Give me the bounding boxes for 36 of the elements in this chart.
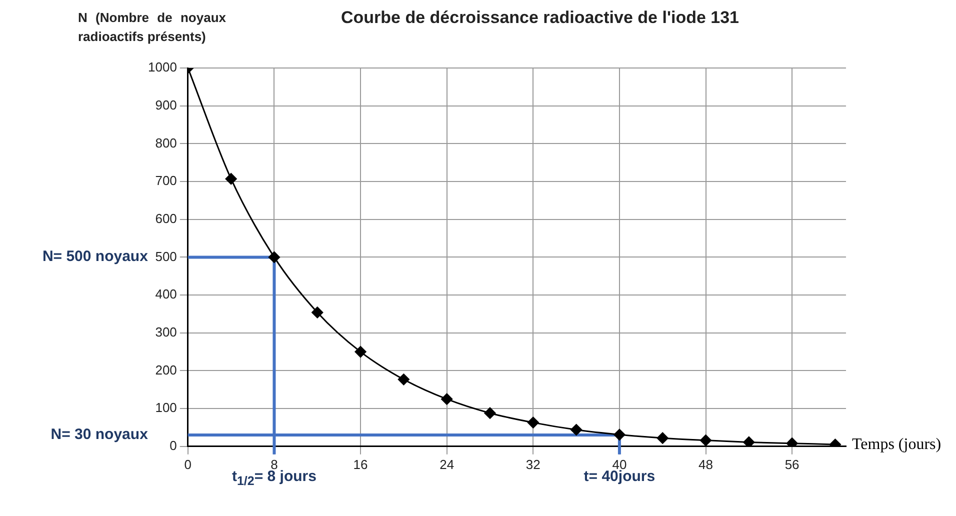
y-tick-label: 700 [155,173,177,188]
y-tick-label: 1000 [148,60,177,75]
point [570,424,582,436]
y-tick-label: 900 [155,97,177,112]
point [398,374,410,386]
ref-line-label: N= 30 noyaux [50,426,148,444]
point [786,438,798,446]
point [484,407,496,419]
x-tick-label: 56 [784,456,800,472]
point [312,306,324,318]
point [700,434,712,446]
y-tick-label: 800 [155,135,177,150]
x-tick-label: 16 [353,456,368,472]
x-tick-label: 48 [698,456,713,472]
x-tick-label: 24 [440,456,454,472]
point [614,428,626,440]
y-tick-label: 200 [155,362,177,378]
point [441,393,453,405]
point [527,416,539,428]
point [354,346,366,358]
ref-line-label: N= 500 noyaux [42,248,148,266]
point [656,432,668,444]
y-axis-title: N (Nombre de noyaux radioactifs présents) [78,9,226,46]
x-tick-label: 0 [184,456,192,472]
x-tick-label: 32 [526,456,540,472]
x-axis-title: Temps (jours) [852,436,942,454]
y-tick-label: 300 [155,324,177,340]
y-tick-label: 100 [155,400,177,416]
chart-title: Courbe de décroissance radioactive de l'iode 131 [340,8,740,28]
y-tick-label: 0 [170,438,177,453]
y-tick-label: 500 [155,248,177,264]
point [743,436,755,446]
point [225,173,237,185]
point [268,251,280,263]
y-tick-label: 600 [155,210,177,226]
y-tick-label: 400 [155,286,177,302]
